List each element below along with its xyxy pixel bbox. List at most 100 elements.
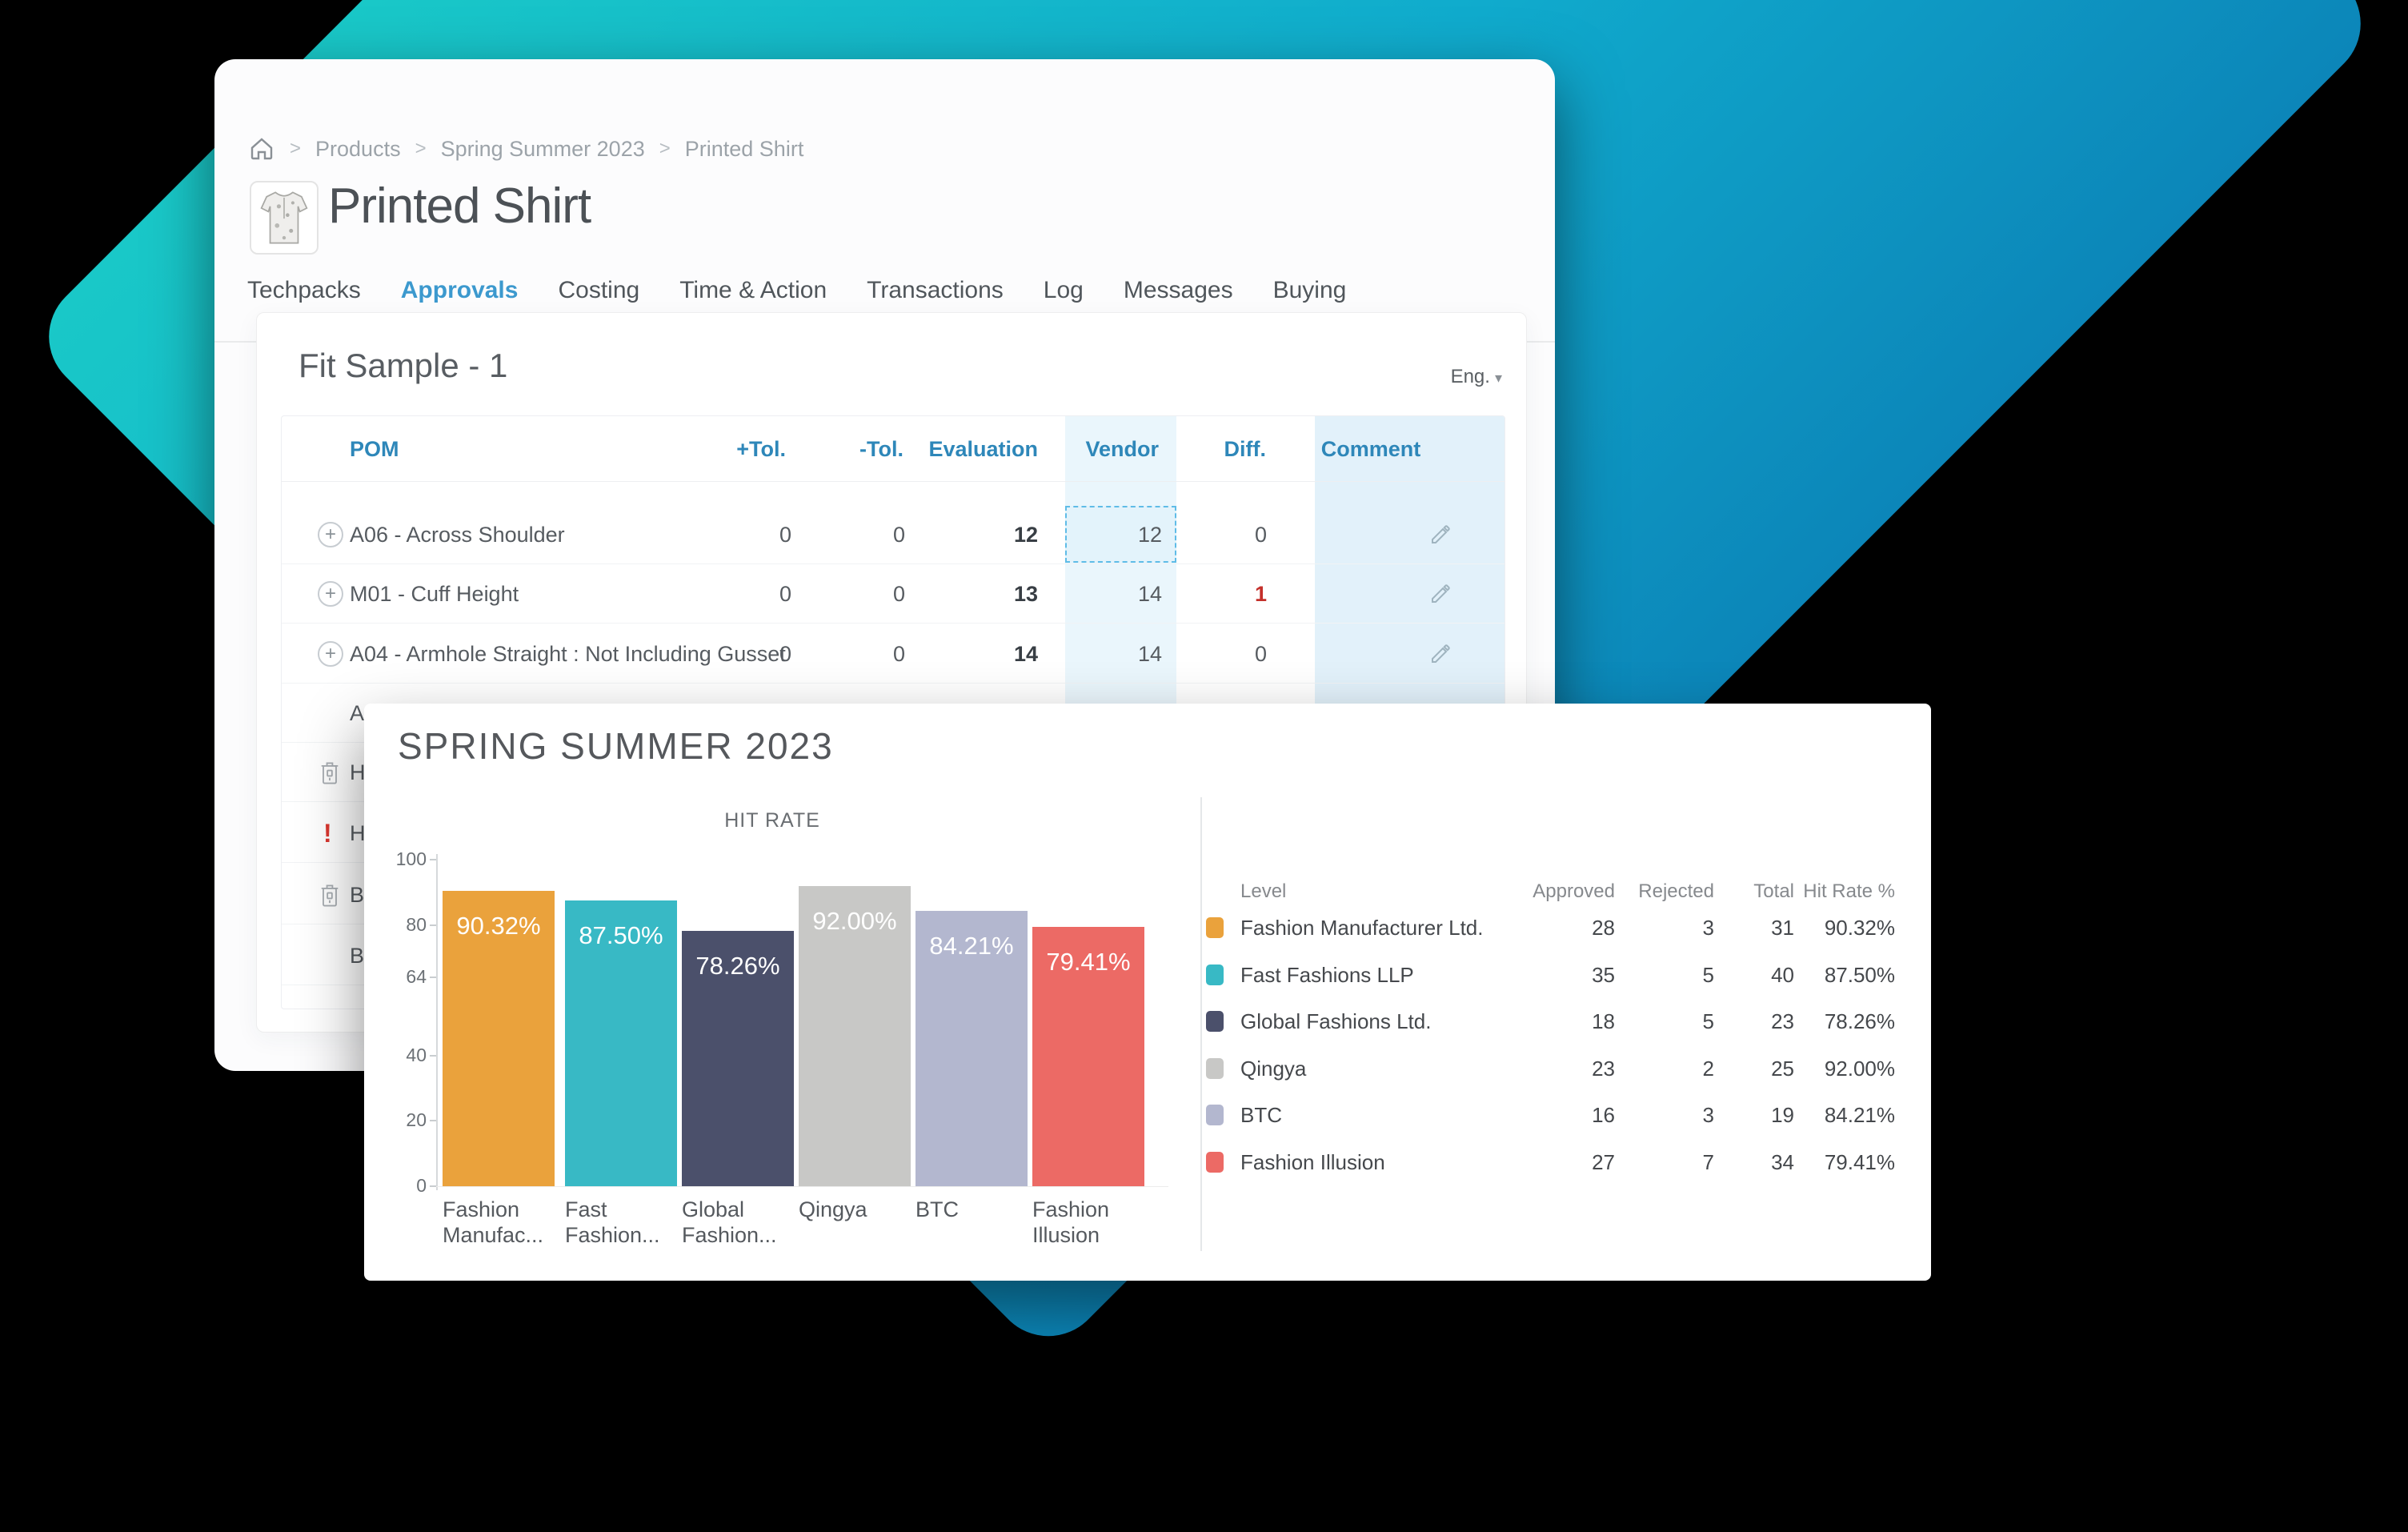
legend-total: 19 <box>1771 1103 1794 1127</box>
y-axis-tick-label: 80 <box>406 913 427 935</box>
breadcrumb-separator: > <box>290 138 302 159</box>
language-selector[interactable]: Eng. ▾ <box>1451 366 1502 388</box>
legend-color-swatch <box>1206 1011 1224 1032</box>
minus-tol-value: 0 <box>892 642 905 666</box>
pom-name: A04 - Armhole Straight : Not Including G… <box>350 642 786 666</box>
hit-rate-bar <box>799 885 911 1186</box>
hit-rate-bar <box>1032 927 1144 1186</box>
table-row: + A06 - Across Shoulder 0 0 12 12 0 <box>282 505 1504 564</box>
y-axis-tick-mark <box>430 976 436 978</box>
legend-approved: 28 <box>1592 916 1615 940</box>
y-axis-tick-mark <box>430 1185 436 1187</box>
legend-header-total: Total <box>1753 880 1794 902</box>
plus-tol-value: 0 <box>779 582 791 606</box>
evaluation-value: 14 <box>1013 642 1038 666</box>
legend-color-swatch <box>1206 1151 1224 1173</box>
legend-level-name: Global Fashions Ltd. <box>1240 1009 1432 1033</box>
breadcrumb-item-season[interactable]: Spring Summer 2023 <box>440 136 645 161</box>
tab-time-action[interactable]: Time & Action <box>679 277 827 303</box>
x-axis-baseline <box>436 1186 1168 1187</box>
language-selector-label: Eng. <box>1450 366 1490 387</box>
y-axis-tick-label: 40 <box>406 1044 427 1065</box>
legend-approved: 16 <box>1592 1103 1615 1127</box>
bar-value-label: 92.00% <box>812 906 897 935</box>
pom-name-fragment: B <box>350 883 365 907</box>
page-title: Printed Shirt <box>328 178 591 234</box>
breadcrumb-item-products[interactable]: Products <box>315 136 401 161</box>
evaluation-value: 13 <box>1013 582 1038 606</box>
hit-rate-bar <box>565 900 677 1186</box>
pom-name-fragment: A <box>350 701 365 725</box>
legend-level-name: Fashion Manufacturer Ltd. <box>1240 916 1484 940</box>
legend-approved: 35 <box>1592 962 1615 987</box>
legend-rejected: 7 <box>1702 1149 1714 1174</box>
table-header-row: POM +Tol. -Tol. Evaluation Vendor Diff. … <box>282 416 1504 482</box>
legend-rejected: 2 <box>1702 1056 1714 1081</box>
legend-header-hit-rate: Hit Rate % <box>1803 880 1895 902</box>
expand-row-icon[interactable]: + <box>318 581 343 607</box>
x-axis-category-label: Fashion Manufac... <box>443 1197 544 1247</box>
tab-transactions[interactable]: Transactions <box>867 277 1004 303</box>
minus-tol-value: 0 <box>892 582 905 606</box>
tab-messages[interactable]: Messages <box>1123 277 1233 303</box>
vendor-cell-selected[interactable] <box>1065 506 1176 563</box>
y-axis-tick-label: 0 <box>416 1175 427 1196</box>
pom-name-fragment: B <box>350 944 365 968</box>
alert-icon: ! <box>323 819 332 848</box>
legend-color-swatch <box>1206 1057 1224 1079</box>
breadcrumb-item-product[interactable]: Printed Shirt <box>684 136 804 161</box>
edit-comment-icon[interactable] <box>1428 582 1452 606</box>
column-header-vendor: Vendor <box>1085 437 1159 461</box>
expand-row-icon[interactable]: + <box>318 522 343 547</box>
tab-log[interactable]: Log <box>1043 277 1084 303</box>
y-axis-tick-mark <box>430 1054 436 1057</box>
column-header-pom: POM <box>350 437 399 461</box>
legend-row: Fashion Manufacturer Ltd. 28 3 31 90.32% <box>364 912 1931 944</box>
legend-hit-rate: 92.00% <box>1824 1056 1895 1081</box>
home-icon[interactable] <box>248 136 275 162</box>
plus-tol-value: 0 <box>779 642 791 666</box>
legend-rejected: 5 <box>1702 1009 1714 1033</box>
x-axis-category-label: Fashion Illusion <box>1032 1197 1110 1247</box>
breadcrumb-separator: > <box>659 138 671 159</box>
vendor-value: 14 <box>1137 582 1162 606</box>
y-axis-tick-mark <box>430 924 436 926</box>
minus-tol-value: 0 <box>892 523 905 547</box>
legend-total: 25 <box>1771 1056 1794 1081</box>
legend-level-name: Qingya <box>1240 1056 1307 1081</box>
tab-costing[interactable]: Costing <box>558 277 640 303</box>
legend-hit-rate: 84.21% <box>1824 1103 1895 1127</box>
expand-row-icon[interactable]: + <box>318 641 343 667</box>
table-row: + A04 - Armhole Straight : Not Including … <box>282 624 1504 684</box>
y-axis-tick-label: 64 <box>406 965 427 987</box>
tab-techpacks[interactable]: Techpacks <box>247 277 361 303</box>
column-header-plus-tol: +Tol. <box>736 437 786 461</box>
legend-row: Fashion Illusion 27 7 34 79.41% <box>364 1146 1931 1178</box>
pom-name: A06 - Across Shoulder <box>350 523 565 547</box>
edit-comment-icon[interactable] <box>1428 523 1452 547</box>
legend-hit-rate: 79.41% <box>1824 1149 1895 1174</box>
product-thumbnail[interactable] <box>250 181 319 255</box>
legend-hit-rate: 90.32% <box>1824 916 1895 940</box>
x-axis-category-label: Qingya <box>799 1197 867 1221</box>
column-header-comment: Comment <box>1320 437 1421 461</box>
column-header-evaluation: Evaluation <box>928 437 1038 461</box>
delete-row-icon[interactable] <box>319 883 341 908</box>
bar-value-label: 90.32% <box>456 912 541 940</box>
legend-header-level: Level <box>1240 880 1287 902</box>
table-row: + M01 - Cuff Height 0 0 13 14 1 <box>282 564 1504 624</box>
legend-hit-rate: 87.50% <box>1824 962 1895 987</box>
y-axis-tick-label: 100 <box>395 848 427 869</box>
edit-comment-icon[interactable] <box>1428 642 1452 666</box>
bar-value-label: 79.41% <box>1046 948 1131 976</box>
diff-value: 0 <box>1254 523 1267 547</box>
legend-header-rejected: Rejected <box>1638 880 1714 902</box>
delete-row-icon[interactable] <box>319 760 341 786</box>
column-header-diff: Diff. <box>1224 437 1266 461</box>
plus-tol-value: 0 <box>779 523 791 547</box>
legend-header-approved: Approved <box>1533 880 1615 902</box>
legend-rejected: 3 <box>1702 916 1714 940</box>
legend-total: 34 <box>1771 1149 1794 1174</box>
tab-buying[interactable]: Buying <box>1272 277 1347 303</box>
